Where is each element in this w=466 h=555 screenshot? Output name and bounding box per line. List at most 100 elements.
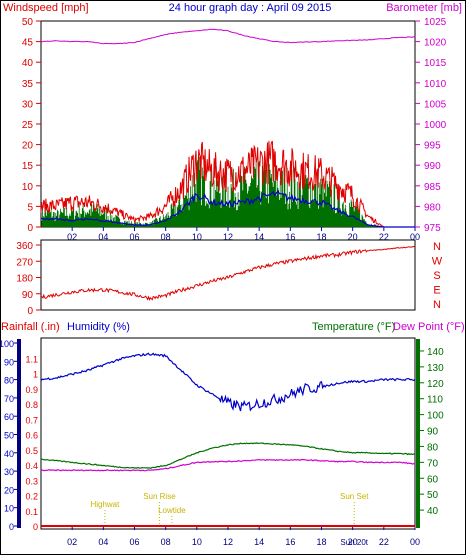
direction-y-tick-label: 180 — [16, 274, 33, 285]
temp-x-ticks: 02 04 06 08 10 12 14 16 18 20 22 00 — [67, 526, 420, 547]
humidity-axis-title: Humidity (%) — [67, 321, 130, 333]
temp-y-ticks: 40 50 60 70 80 90 100 110 120 130 140 — [420, 347, 444, 517]
wind-y-tick-label: 30 — [22, 99, 34, 110]
rain-y-tick-label: 0.1 — [25, 507, 38, 517]
temperature-axis-title: Temperature (°F) — [312, 321, 395, 333]
rainfall-axis-title: Rainfall (.in) — [1, 321, 60, 333]
wind-y-ticks: 0 5 10 15 20 25 30 35 40 45 50 — [22, 17, 41, 234]
wind-x-tick-label: 16 — [285, 232, 295, 242]
baro-y-tick-label: 985 — [424, 182, 441, 193]
baro-y-tick-label: 1015 — [424, 58, 447, 69]
humidity-y-tick-label: 40 — [4, 449, 14, 459]
annotation-label: Sun Set — [340, 492, 369, 501]
barometer-series-line — [40, 28, 416, 45]
humidity-y-tick-label: 30 — [4, 467, 14, 477]
humidity-axis-bar — [17, 339, 21, 528]
temp-y-tick-label: 40 — [427, 506, 439, 517]
temp-y-tick-label: 140 — [427, 347, 444, 358]
wind-x-tick-label: 14 — [254, 232, 264, 242]
wind-x-tick-label: 12 — [223, 232, 233, 242]
rain-y-tick-label: 1 — [33, 370, 38, 380]
temp-x-tick-label: 16 — [285, 537, 295, 547]
wind-y-tick-label: 50 — [22, 17, 34, 28]
wind-baro-series — [40, 28, 416, 228]
humidity-series-line — [40, 352, 416, 412]
baro-y-tick-label: 975 — [424, 223, 441, 234]
rain-y-tick-label: 0.7 — [25, 415, 38, 425]
wind-y-tick-label: 15 — [22, 161, 34, 172]
temp-y-tick-label: 110 — [427, 395, 443, 406]
wind-x-tick-label: 00 — [410, 232, 420, 242]
wind-y-tick-label: 40 — [22, 58, 34, 69]
annotation-label: Highwat — [90, 500, 120, 509]
compass-label-n: N — [433, 299, 441, 311]
humidity-y-tick-label: 60 — [4, 412, 14, 422]
rain-y-tick-label: 0.3 — [25, 476, 38, 486]
wind-x-tick-label: 02 — [67, 232, 77, 242]
direction-y-tick-label: 360 — [16, 241, 33, 252]
baro-y-tick-label: 1020 — [424, 38, 447, 49]
gust-series-line — [40, 140, 415, 228]
wind-x-ticks: 02 04 06 08 10 12 14 16 18 20 22 00 — [67, 227, 420, 242]
temp-x-tick-label: 14 — [254, 537, 264, 547]
panel-direction-frame — [40, 239, 416, 311]
baro-y-ticks: 975 980 985 990 995 1000 1005 1010 1015 1020 1025 — [415, 17, 447, 234]
wind-y-tick-label: 10 — [22, 182, 34, 193]
graph-title: 24 hour graph day : April 09 2015 — [169, 2, 332, 14]
wind-y-tick-label: 45 — [22, 38, 34, 49]
annotation-label: Sun Rise — [143, 492, 176, 501]
humidity-y-tick-label: 50 — [4, 431, 14, 441]
temp-x-tick-label: 00 — [410, 537, 420, 547]
compass-label-e: E — [433, 285, 440, 297]
humidity-y-tick-label: 10 — [4, 504, 14, 514]
rain-y-ticks: 0 0.1 0.2 0.3 0.4 0.5 0.6 0.7 0.8 0.9 1 1.1 — [25, 354, 38, 532]
temp-y-tick-label: 70 — [427, 458, 439, 469]
direction-y-tick-label: 0 — [27, 306, 33, 317]
wind-y-tick-label: 35 — [22, 79, 34, 90]
windspeed-axis-title: Windspeed [mph] — [3, 2, 89, 14]
temp-hum-axis-bars — [17, 339, 420, 528]
wind-x-tick-label: 22 — [379, 232, 389, 242]
temp-y-tick-label: 90 — [427, 427, 439, 438]
temp-x-tick-label: 22 — [379, 537, 389, 547]
average-wind-series-line — [40, 190, 415, 228]
rain-y-tick-label: 0.6 — [25, 431, 38, 441]
rain-y-tick-label: 0.4 — [25, 461, 38, 471]
wind-x-tick-label: 18 — [316, 232, 326, 242]
wind-y-tick-label: 25 — [22, 120, 34, 131]
wind-x-tick-label: 20 — [348, 232, 358, 242]
rain-y-tick-label: 0 — [33, 522, 38, 532]
temp-x-tick-label: 20 — [348, 537, 358, 547]
baro-y-tick-label: 1025 — [424, 17, 447, 28]
annotation-label: Lowtide — [158, 506, 186, 515]
baro-y-tick-label: 995 — [424, 141, 441, 152]
baro-y-tick-label: 1000 — [424, 120, 447, 131]
wind-y-tick-label: 20 — [22, 141, 34, 152]
wind-y-tick-label: 0 — [27, 223, 33, 234]
compass-label-n: N — [433, 241, 441, 253]
temperature-axis-bar — [416, 339, 420, 528]
humidity-y-tick-label: 20 — [4, 485, 14, 495]
humidity-y-tick-label: 70 — [4, 394, 14, 404]
barometer-axis-title: Barometer [mb] — [386, 2, 462, 14]
humidity-y-tick-label: 0 — [9, 522, 14, 532]
temp-x-tick-label: 18 — [316, 537, 326, 547]
rain-y-tick-label: 0.5 — [25, 446, 38, 456]
direction-y-tick-label: 90 — [22, 290, 34, 301]
wind-x-tick-label: 08 — [161, 232, 171, 242]
baro-y-tick-label: 980 — [424, 202, 441, 213]
rain-y-tick-label: 0.9 — [25, 385, 38, 395]
annotation-label: Sun 20t — [340, 538, 368, 547]
direction-y-ticks: 0 90 180 270 360 — [16, 241, 41, 317]
compass-label-w: W — [432, 256, 443, 268]
dewpoint-axis-title: Dew Point (°F) — [393, 321, 465, 333]
temp-x-tick-label: 02 — [67, 537, 77, 547]
temp-y-tick-label: 100 — [427, 411, 444, 422]
temp-x-tick-label: 10 — [192, 537, 202, 547]
temp-x-tick-label: 08 — [161, 537, 171, 547]
wind-y-tick-label: 5 — [27, 202, 33, 213]
wind-x-tick-label: 04 — [98, 232, 108, 242]
wind-x-tick-label: 06 — [129, 232, 139, 242]
